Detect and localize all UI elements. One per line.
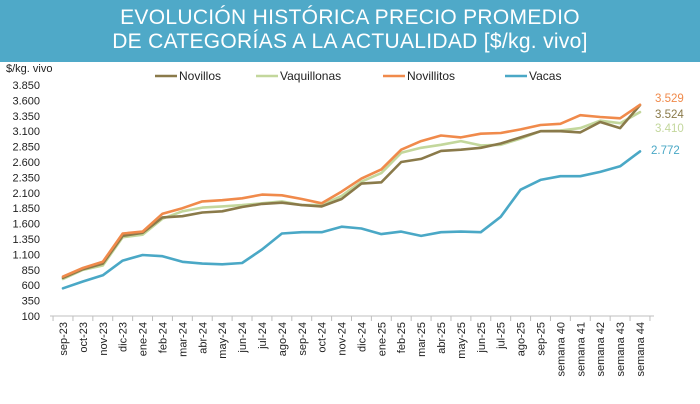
- legend-label-novillitos: Novillitos: [407, 69, 455, 83]
- end-labels: 3.524 3.410 3.529 2.772: [651, 93, 684, 157]
- y-axis-label: $/kg. vivo: [6, 63, 52, 75]
- y-tick-label: 3.600: [12, 95, 40, 107]
- legend-label-novillos: Novillos: [179, 69, 221, 83]
- x-tick-label: sep-24: [297, 322, 309, 356]
- x-tick-label: oct-24: [317, 322, 329, 353]
- x-tick-label: jul-24: [257, 322, 269, 350]
- series-lines: [61, 103, 642, 290]
- x-tick-label: semana 41: [575, 322, 587, 376]
- x-tick-label: sep-25: [536, 322, 548, 356]
- x-tick-label: ago-24: [277, 322, 289, 356]
- x-tick-label: feb-25: [396, 322, 408, 353]
- x-tick-label: sep-23: [58, 322, 70, 356]
- x-tick-label: nov-23: [98, 322, 110, 356]
- x-tick-label: semana 44: [635, 322, 647, 376]
- y-tick-label: 2.600: [12, 157, 40, 169]
- y-tick-label: 2.100: [12, 188, 40, 200]
- x-tick-label: may-25: [456, 322, 468, 359]
- y-tick-label: 1.350: [12, 234, 40, 246]
- x-tick-label: nov-24: [337, 322, 349, 356]
- x-axis: sep-23 oct-23 nov-23 dic-23 ene-24 feb-24 mar-…: [50, 315, 654, 376]
- y-tick-label: 2.850: [12, 142, 40, 154]
- legend: Novillos Vaquillonas Novillitos Vacas: [155, 69, 561, 83]
- x-tick-label: ene-25: [376, 322, 388, 356]
- x-tick-label: mar-24: [177, 322, 189, 357]
- x-tick-label: semana 40: [555, 322, 567, 376]
- chart-title-line-1: EVOLUCIÓN HISTÓRICA PRECIO PROMEDIO: [120, 6, 580, 29]
- series-line-novillos: [61, 103, 642, 280]
- legend-label-vacas: Vacas: [529, 69, 561, 83]
- y-tick-label: 1.100: [12, 249, 40, 261]
- x-tick-label: feb-24: [157, 322, 169, 353]
- legend-label-vaquillonas: Vaquillonas: [280, 69, 341, 83]
- x-tick-label: may-24: [217, 322, 229, 359]
- x-tick-label: oct-23: [78, 322, 90, 353]
- x-tick-label: semana 42: [595, 322, 607, 376]
- y-tick-label: 350: [22, 296, 40, 308]
- series-line-vaquillonas: [61, 110, 642, 281]
- chart-title-line-2: DE CATEGORÍAS A LA ACTUALIDAD [$/kg. viv…: [112, 30, 588, 53]
- series-line-vacas: [61, 150, 642, 290]
- x-tick-label: jul-25: [496, 322, 508, 350]
- end-label-novillos: 3.524: [655, 109, 684, 121]
- y-tick-label: 100: [22, 311, 40, 323]
- x-tick-label: dic-23: [118, 322, 130, 352]
- x-tick-label: jun-25: [476, 322, 488, 354]
- x-tick-label: mar-25: [416, 322, 428, 357]
- y-tick-label: 600: [22, 280, 40, 292]
- y-tick-label: 2.350: [12, 172, 40, 184]
- x-tick-label: jun-24: [237, 322, 249, 354]
- x-tick-label: abr-24: [197, 322, 209, 354]
- y-tick-label: 850: [22, 265, 40, 277]
- y-axis-ticks: 3.850 3.600 3.350 3.100 2.850 2.600 2.350 2.100…: [12, 80, 40, 323]
- end-label-vacas: 2.772: [651, 145, 680, 157]
- y-tick-label: 3.350: [12, 111, 40, 123]
- x-tick-label: dic-24: [356, 322, 368, 352]
- x-tick-label: ago-25: [516, 322, 528, 356]
- y-tick-label: 3.100: [12, 126, 40, 138]
- y-tick-label: 1.600: [12, 219, 40, 231]
- end-label-vaquillonas: 3.410: [655, 123, 684, 135]
- x-tick-label: semana 43: [615, 322, 627, 376]
- chart-title-banner: EVOLUCIÓN HISTÓRICA PRECIO PROMEDIO DE C…: [0, 0, 700, 62]
- x-tick-label: abr-25: [436, 322, 448, 354]
- y-tick-label: 3.850: [12, 80, 40, 92]
- end-label-novillitos: 3.529: [655, 93, 684, 105]
- series-line-novillitos: [61, 103, 642, 278]
- x-tick-label: ene-24: [138, 322, 150, 356]
- y-tick-label: 1.850: [12, 203, 40, 215]
